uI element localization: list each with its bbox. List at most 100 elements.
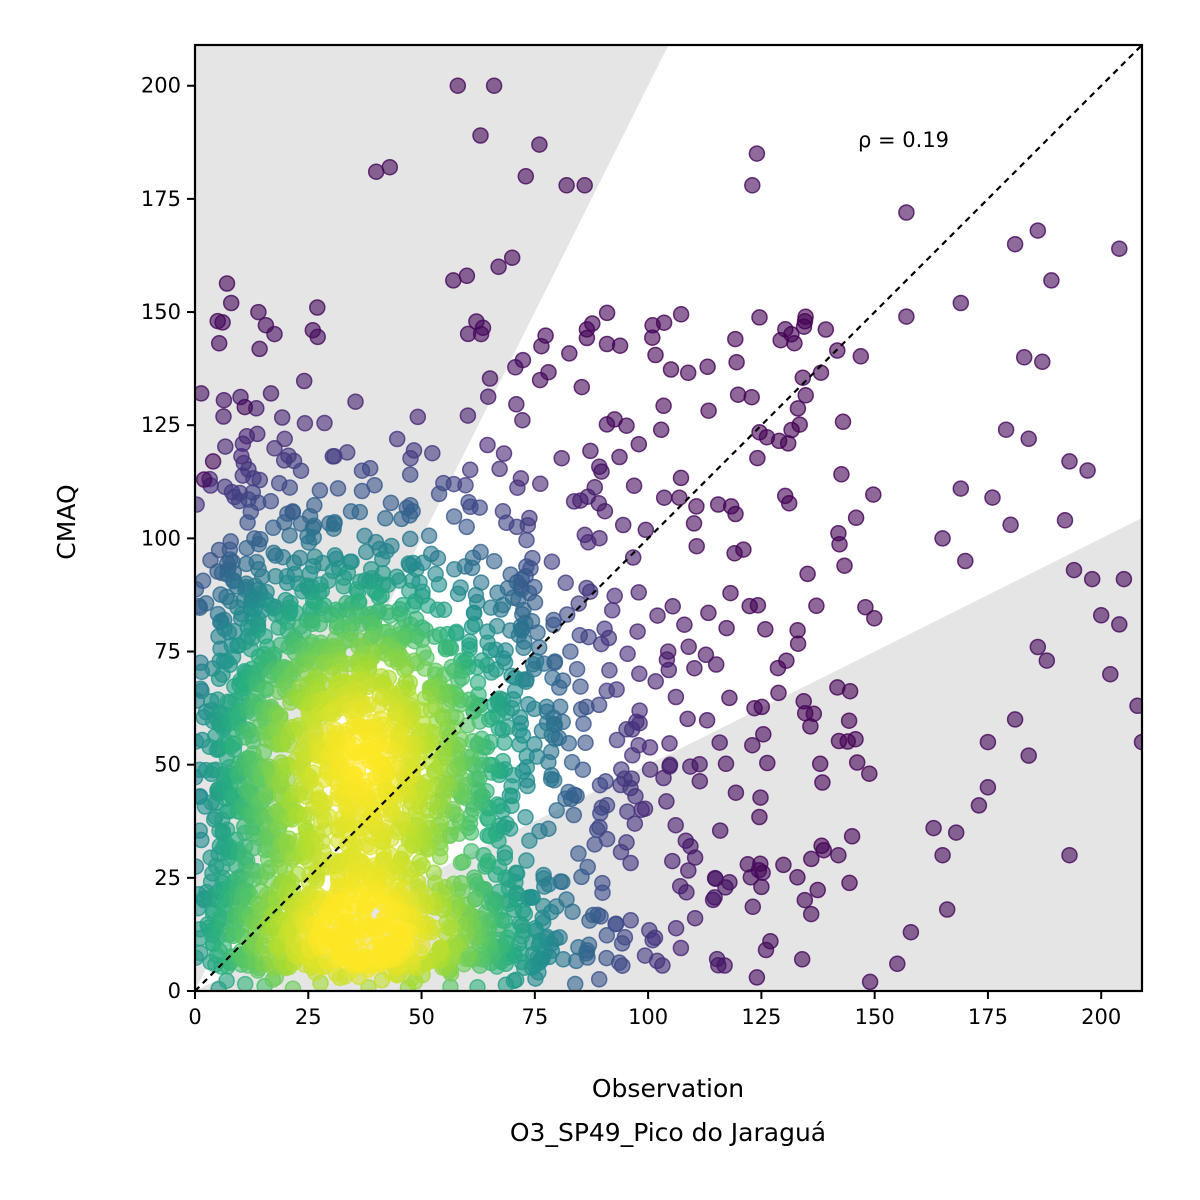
data-point [316,414,333,432]
data-point [660,661,678,679]
data-point [776,487,794,505]
data-point [445,272,462,289]
data-point [622,854,639,872]
data-point [786,334,803,352]
data-point [619,645,636,663]
data-point [545,616,562,634]
data-point [1038,652,1056,669]
data-point [1115,570,1133,588]
data-point [466,872,484,890]
data-point [739,856,757,873]
data-point [304,321,322,339]
data-point [195,385,210,402]
data-point [613,935,631,952]
data-point [934,846,951,864]
data-point [686,659,703,677]
data-point [311,482,329,499]
data-point [430,576,448,593]
data-point [691,772,709,790]
data-point [1020,430,1037,448]
data-point [1015,349,1033,366]
data-point [614,516,632,534]
data-point [1006,235,1024,253]
data-point [490,258,507,276]
data-point [984,489,1001,506]
data-point [377,510,394,527]
data-point [326,448,343,465]
data-point [840,712,858,729]
data-point [757,621,774,638]
data-point [708,950,726,968]
data-point [517,808,534,826]
y-tick-label: 75 [154,640,181,664]
data-point [250,535,268,553]
data-point [748,145,766,162]
data-point [1034,353,1051,371]
data-point [544,669,561,687]
data-point [729,386,747,403]
data-point [606,587,623,605]
data-point [236,975,254,991]
data-point [284,980,302,991]
one-to-one-line [195,45,1142,991]
plot-frame [193,43,1144,993]
data-point [215,391,233,409]
data-point [292,462,310,479]
data-point [526,594,544,611]
data-point [753,878,770,896]
x-tick-label: 175 [968,1005,1008,1029]
data-point [680,862,697,879]
data-point [592,635,610,653]
x-tick-label: 75 [521,1005,548,1029]
data-point [571,626,589,644]
data-point [751,309,768,326]
data-point [572,701,590,718]
x-tick-label: 125 [741,1005,781,1029]
data-point [531,823,548,840]
data-point [938,901,956,918]
data-point [752,789,769,806]
data-point [218,972,235,989]
data-point [420,527,438,545]
data-point [485,77,503,94]
data-point [619,803,636,820]
data-point [841,874,858,892]
data-point [664,852,681,870]
data-point [311,615,329,633]
data-point [592,805,609,822]
data-point [861,973,879,991]
data-point [507,359,524,376]
annotation-rho: ρ = 0.19 [858,128,949,152]
data-point [748,969,766,986]
data-point [667,919,685,937]
data-point [215,408,232,425]
data-point [997,421,1015,438]
data-point [563,753,581,771]
data-point [803,850,820,868]
data-point [577,734,594,752]
data-point [688,498,705,515]
data-point [195,572,212,590]
data-point [676,616,693,633]
x-axis-label: Observation [592,1074,744,1103]
data-point [979,779,997,796]
data-point [598,682,616,700]
data-point [664,598,681,615]
data-point [631,665,648,683]
data-point [797,387,814,404]
data-point [367,163,385,180]
data-point [195,682,210,700]
data-point [1002,516,1019,534]
data-point [485,552,503,570]
data-point [698,712,716,729]
data-point [570,595,587,612]
data-point [204,453,222,470]
data-point [898,308,915,325]
data-point [902,923,920,941]
data-point [370,588,388,606]
data-point [677,832,695,849]
data-point [612,776,629,794]
data-point [330,940,348,958]
data-point [449,585,467,603]
data-point [542,770,560,788]
